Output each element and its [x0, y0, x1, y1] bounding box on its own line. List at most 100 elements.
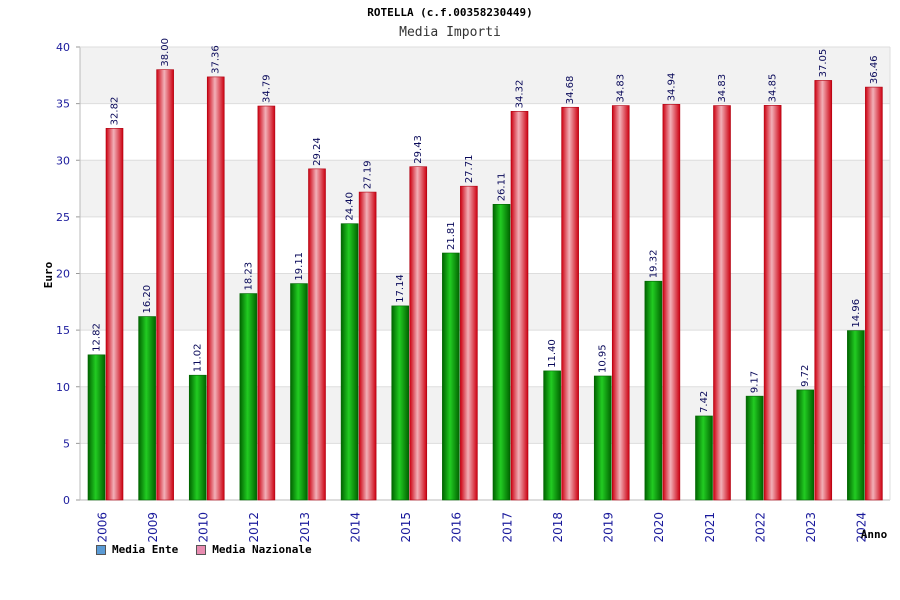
data-label-nazionale: 34.85 [768, 74, 779, 103]
bar-nazionale [814, 80, 833, 501]
data-label-ente: 19.11 [294, 252, 305, 281]
x-axis-title: Anno [861, 528, 888, 541]
bar-nazionale [105, 128, 124, 501]
data-label-nazionale: 34.94 [666, 73, 677, 102]
bar-ente [87, 354, 106, 501]
bar-ente [492, 204, 511, 501]
y-tick-label: 15 [56, 324, 70, 337]
data-label-ente: 11.40 [547, 339, 558, 368]
bar-nazionale [206, 76, 225, 501]
y-tick-label: 20 [56, 268, 70, 281]
data-label-nazionale: 37.36 [211, 45, 222, 74]
bar-nazionale [662, 104, 681, 501]
legend-swatch-nazionale [196, 544, 207, 555]
bar-nazionale [763, 105, 782, 501]
chart-title: ROTELLA (c.f.00358230449) [367, 6, 533, 19]
x-tick-label: 2022 [753, 512, 767, 543]
x-tick-label: 2017 [500, 512, 514, 543]
bar-nazionale [460, 185, 478, 501]
data-label-nazionale: 34.83 [717, 74, 728, 103]
data-label-ente: 21.81 [446, 221, 457, 250]
bar-nazionale [611, 105, 630, 501]
bar-ente [593, 375, 612, 501]
data-label-ente: 24.40 [345, 192, 356, 221]
x-tick-label: 2023 [804, 512, 818, 543]
data-label-ente: 12.82 [92, 323, 103, 352]
data-label-nazionale: 29.24 [312, 137, 323, 166]
legend-swatch-ente [96, 544, 106, 555]
bar-ente [745, 395, 764, 501]
x-tick-label: 2010 [197, 512, 211, 543]
bar-nazionale [308, 168, 326, 501]
y-tick-label: 0 [63, 494, 70, 507]
legend: Media Ente Media Nazionale [96, 543, 312, 556]
bar-nazionale [561, 106, 579, 501]
bar-ente [391, 305, 410, 501]
x-tick-label: 2018 [551, 512, 565, 543]
bar-ente [290, 283, 308, 501]
y-tick-label: 40 [56, 41, 70, 54]
bar-nazionale [865, 86, 883, 501]
legend-label-ente: Media Ente [112, 543, 179, 556]
legend-item-ente: Media Ente [96, 543, 178, 556]
bar-ente [239, 293, 258, 501]
x-tick-label: 2012 [247, 512, 261, 543]
y-tick-label: 35 [56, 98, 70, 111]
data-label-ente: 10.95 [598, 344, 609, 373]
data-label-ente: 9.72 [800, 365, 811, 387]
y-axis-title: Euro [42, 261, 55, 288]
data-label-nazionale: 34.79 [261, 74, 272, 103]
data-label-nazionale: 34.83 [616, 74, 627, 103]
bar-ente [695, 415, 713, 501]
x-tick-label: 2013 [298, 512, 312, 543]
y-tick-label: 5 [63, 437, 70, 450]
data-label-ente: 7.42 [699, 391, 710, 413]
data-label-nazionale: 27.71 [464, 155, 475, 184]
legend-item-nazionale: Media Nazionale [196, 543, 312, 556]
y-tick-label: 10 [56, 381, 70, 394]
bar-ente [796, 389, 815, 501]
x-tick-label: 2015 [399, 512, 413, 543]
chart-subtitle: Media Importi [399, 25, 501, 40]
x-tick-label: 2014 [348, 512, 362, 543]
y-tick-label: 30 [56, 154, 70, 167]
x-tick-label: 2009 [146, 512, 160, 543]
bar-nazionale [510, 111, 529, 501]
bar-nazionale [409, 166, 428, 501]
bar-ente [644, 280, 663, 501]
data-label-nazionale: 38.00 [160, 38, 171, 67]
data-label-nazionale: 29.43 [413, 135, 424, 164]
x-tick-label: 2019 [602, 512, 616, 543]
bar-ente [847, 330, 865, 501]
bar-ente [442, 252, 460, 501]
bar-ente [340, 223, 359, 501]
data-label-nazionale: 37.05 [818, 49, 829, 78]
data-label-nazionale: 32.82 [110, 97, 121, 126]
data-label-ente: 9.17 [750, 371, 761, 393]
x-tick-label: 2006 [95, 512, 109, 543]
data-label-ente: 18.23 [243, 262, 254, 291]
x-tick-label: 2020 [652, 512, 666, 543]
data-label-nazionale: 27.19 [363, 160, 374, 189]
bar-nazionale [358, 191, 377, 501]
x-tick-label: 2024 [855, 512, 869, 543]
bar-nazionale [713, 105, 731, 501]
data-label-ente: 11.02 [193, 344, 204, 373]
y-tick-label: 25 [56, 211, 70, 224]
bar-ente [188, 374, 207, 501]
bar-ente [138, 316, 156, 501]
bar-nazionale [257, 105, 276, 501]
data-label-nazionale: 34.68 [565, 76, 576, 105]
data-label-nazionale: 36.46 [869, 55, 880, 84]
data-label-ente: 14.96 [851, 299, 862, 328]
data-label-ente: 17.14 [395, 274, 406, 303]
data-label-ente: 19.32 [648, 250, 659, 279]
x-tick-label: 2016 [450, 512, 464, 543]
data-label-nazionale: 34.32 [515, 80, 526, 109]
x-tick-label: 2021 [703, 512, 717, 543]
data-label-ente: 26.11 [497, 173, 508, 202]
bar-nazionale [156, 69, 174, 501]
legend-label-nazionale: Media Nazionale [212, 543, 312, 556]
data-label-ente: 16.20 [142, 285, 153, 314]
